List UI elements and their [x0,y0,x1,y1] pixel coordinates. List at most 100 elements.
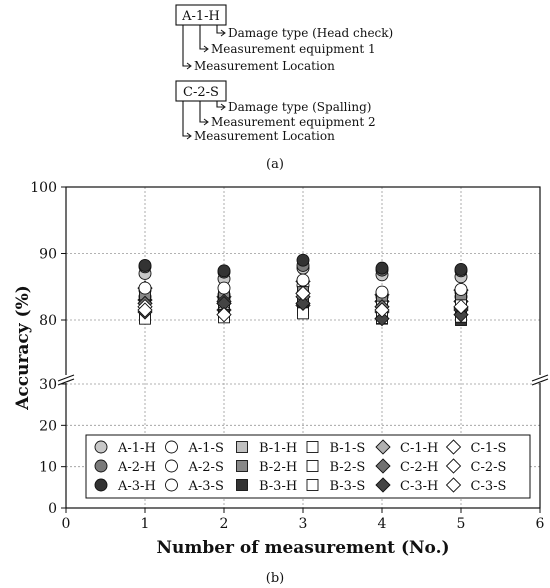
legend-marker-A-3-S [165,478,178,492]
legend-marker-A-1-H [94,440,108,454]
legend-item-C-3-S: C-3-S [445,477,507,494]
point-C-3-S-4 [374,302,390,318]
legend-marker-B-3-H [236,479,248,491]
legend-item-B-3-H: B-3-H [236,479,297,494]
x-tick-label-0: 0 [62,516,71,532]
point-C-3-S-1 [137,302,153,318]
point-A-3-S-3 [296,273,310,287]
y-tick-label-20: 20 [39,418,57,434]
legend: A-1-H A-1-S B-1-H B-1-S C-1-H C-1-S A-2-H A-2-S… [85,434,531,499]
code-box-2-line-3: Measurement Location [194,129,335,143]
legend-marker-B-1-H [236,441,248,453]
legend-item-B-2-S: B-2-S [306,460,366,475]
legend-label-B-3-H: B-3-H [259,479,297,494]
axis-break-mark-0 [57,374,75,386]
point-A-3-S-5 [454,282,468,296]
legend-label-B-3-S: B-3-S [330,479,366,494]
legend-item-C-1-H: C-1-H [375,439,438,456]
legend-label-C-2-H: C-2-H [400,460,438,475]
point-A-3-H-5 [454,263,468,276]
legend-label-A-3-S: A-3-S [188,479,224,494]
legend-label-B-1-S: B-1-S [330,441,366,456]
code-box-1-line-1: Damage type (Head check) [228,26,393,40]
legend-item-A-3-S: A-3-S [165,478,224,494]
legend-label-A-1-H: A-1-H [117,441,156,456]
legend-item-B-1-H: B-1-H [236,441,297,456]
legend-marker-C-3-S [445,477,462,493]
legend-item-A-1-H: A-1-H [94,440,156,456]
point-A-3-H-1 [138,259,152,272]
legend-marker-A-2-S [165,459,178,473]
series-A-3-H [138,253,468,278]
legend-marker-C-2-S [445,458,462,474]
legend-marker-C-2-H [375,458,391,474]
legend-item-B-1-S: B-1-S [306,441,366,456]
point-A-3-H-2 [217,264,231,278]
legend-label-B-1-H: B-1-H [259,441,297,456]
accuracy-chart: 0 1 2 3 4 5 6 80 90 100 0 10 20 30 Number of measureme… [13,180,549,558]
y-tick-label-0: 0 [48,501,57,517]
y-axis-label: Accuracy (%) [13,285,33,411]
point-A-3-H-3 [296,253,310,267]
axis-break-mark-1 [531,374,549,386]
code-box-1-label: A-1-H [181,9,220,24]
legend-label-C-3-H: C-3-H [400,479,438,494]
point-C-3-H-3 [295,295,311,312]
x-tick-label-3: 3 [299,516,308,532]
data-points [137,253,469,327]
legend-marker-C-1-H [375,439,391,455]
code-box-1 [175,4,227,26]
series-A-3-S [138,273,468,299]
point-A-3-S-2 [217,281,231,295]
legend-label-C-1-S: C-1-S [471,441,507,456]
legend-label-C-3-S: C-3-S [471,479,507,494]
point-C-3-S-2 [216,307,232,323]
x-tick-label-2: 2 [220,516,229,532]
legend-marker-A-2-H [94,459,108,473]
legend-item-C-2-S: C-2-S [445,458,507,475]
code-box-2-line-2: Measurement equipment 2 [211,115,376,129]
point-A-3-S-4 [375,285,389,299]
point-C-3-H-4 [374,311,390,327]
legend-label-A-3-H: A-3-H [117,479,156,494]
point-C-3-H-5 [453,307,469,323]
legend-marker-B-2-S [306,460,319,472]
legend-label-A-2-H: A-2-H [117,460,156,475]
series-C-3-S [137,285,469,323]
legend-item-C-3-H: C-3-H [375,477,438,494]
x-tick-label-5: 5 [457,516,466,532]
code-diagram: A-1-H Damage type (Head check) Measureme… [175,4,393,143]
legend-item-A-2-S: A-2-S [165,459,224,475]
x-tick-label-1: 1 [141,516,150,532]
code-box-2 [175,80,227,102]
legend-item-C-2-H: C-2-H [375,458,438,475]
axis-break-gap-0 [58,375,74,383]
point-A-3-H-4 [375,261,389,275]
legend-item-B-2-H: B-2-H [236,460,297,475]
legend-item-A-1-S: A-1-S [165,440,224,456]
y-tick-label-30: 30 [39,377,57,393]
y-tick-label-90: 90 [39,247,57,263]
legend-label-A-1-S: A-1-S [188,441,224,456]
code-box-1-line-2: Measurement equipment 1 [211,42,376,56]
legend-label-B-2-S: B-2-S [330,460,366,475]
code-box-2-line-1: Damage type (Spalling) [228,100,371,114]
legend-label-B-2-H: B-2-H [259,460,297,475]
y-tick-label-10: 10 [39,460,57,476]
x-axis-label: Number of measurement (No.) [156,538,449,558]
axis-break-gap-1 [532,375,548,383]
legend-item-B-3-S: B-3-S [306,479,366,494]
legend-label-A-2-S: A-2-S [188,460,224,475]
point-A-3-S-1 [138,281,152,295]
legend-label-C-1-H: C-1-H [400,441,438,456]
legend-label-C-2-S: C-2-S [471,460,507,475]
legend-item-A-2-H: A-2-H [94,459,156,475]
legend-item-C-1-S: C-1-S [445,439,507,456]
x-tick-label-6: 6 [536,516,545,532]
legend-marker-A-1-S [165,440,178,454]
y-tick-label-100: 100 [30,180,57,196]
point-C-3-S-3 [295,285,311,302]
code-box-2-label: C-2-S [183,85,219,100]
legend-marker-C-1-S [445,439,462,455]
